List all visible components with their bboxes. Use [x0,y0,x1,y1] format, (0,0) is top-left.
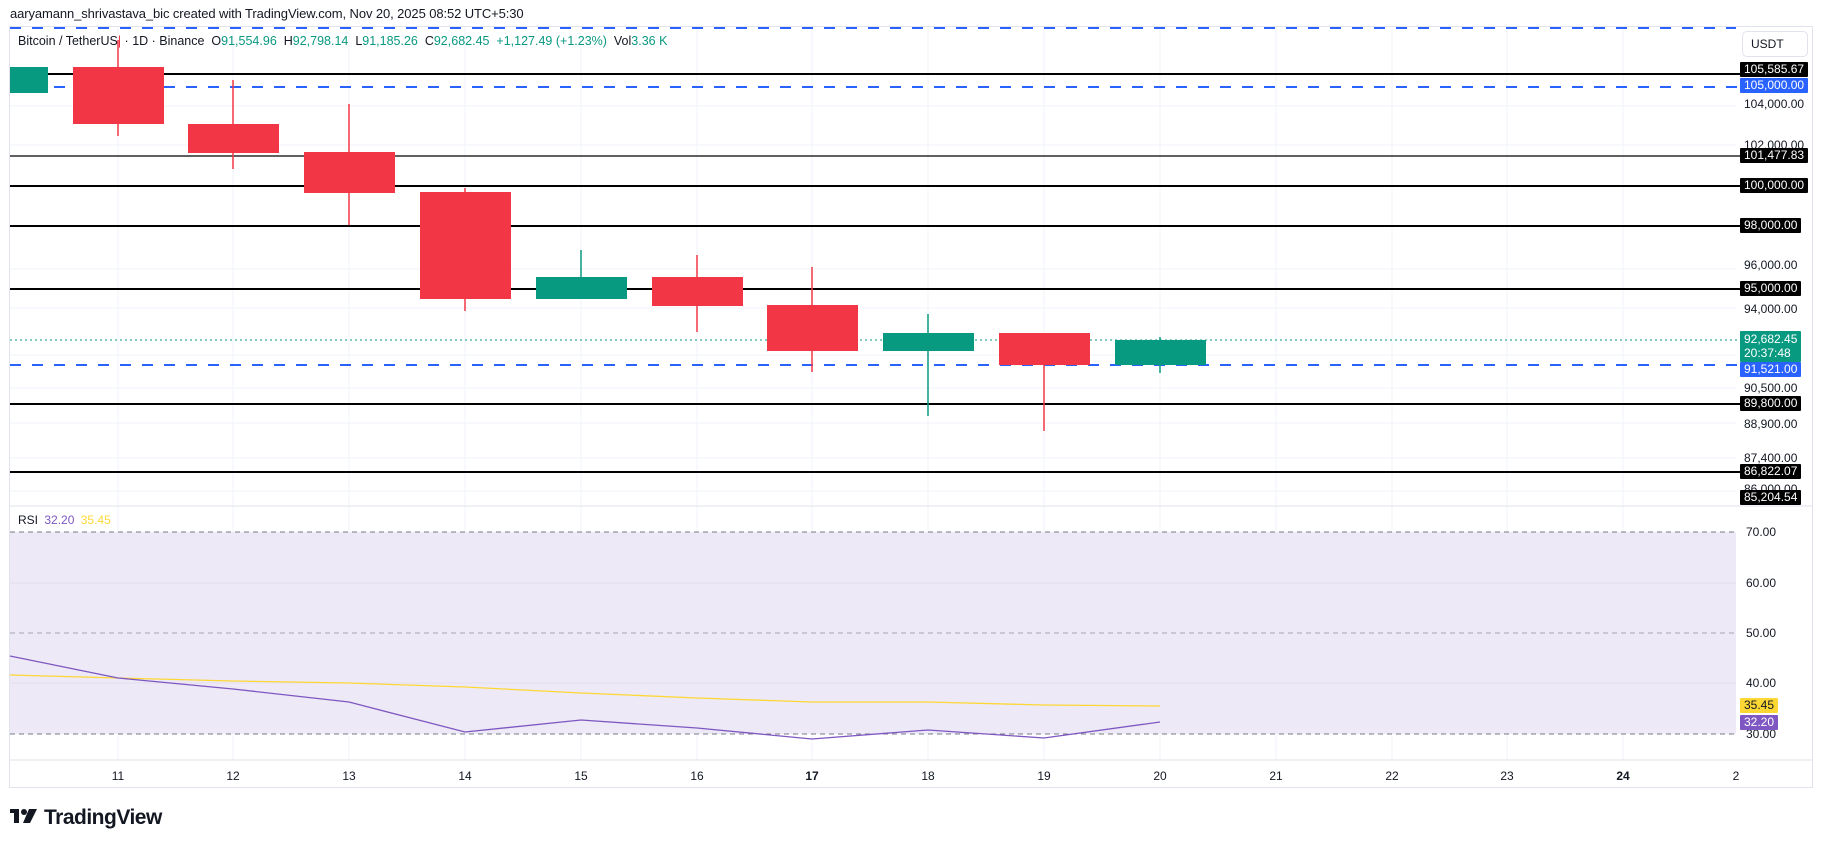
candle-14 [420,188,511,311]
price-axis-label: 104,000.00 [1744,97,1805,111]
rsi-ma-tag: 35.45 [1740,698,1779,713]
low-value: 91,185.26 [362,34,418,48]
candle-15 [536,250,627,299]
time-axis-label: 16 [690,769,704,783]
close-label: C [424,34,434,48]
candle-10 [10,67,48,93]
rsi-axis-label: 60.00 [1746,576,1777,590]
price-tag-105000: 105,000.00 [1740,78,1809,93]
candle-19 [999,333,1090,431]
time-axis-label: 12 [226,769,240,783]
time-axis-label: 20 [1153,769,1167,783]
rsi-legend[interactable]: RSI 32.20 35.45 [18,513,111,527]
price-tag-105585: 105,585.67 [1740,62,1809,77]
time-axis-label: 2 [1732,769,1740,783]
chart-frame [9,26,1813,788]
rsi-pane[interactable] [9,531,1736,740]
rsi-axis-label: 40.00 [1746,676,1777,690]
rsi-axis-label: 70.00 [1746,525,1777,539]
price-axis-label: 87,400.00 [1744,451,1798,465]
price-axis-label: 94,000.00 [1744,302,1798,316]
price-tag-98000: 98,000.00 [1740,218,1802,233]
candle-12 [188,80,279,169]
currency-button[interactable]: USDT [1742,31,1808,57]
brand-name: TradingView [44,806,162,829]
volume-label: Vol [613,34,632,48]
interval[interactable]: 1D [132,34,149,48]
last-price-tag: 92,682.45 20:37:48 [1740,331,1802,362]
price-axis-label: 90,500.00 [1744,381,1798,395]
high-label: H [283,34,293,48]
bar-countdown: 20:37:48 [1744,346,1791,360]
horizontal-grid [10,105,1736,492]
time-axis-label: 24 [1616,769,1630,783]
open-label: O [211,34,222,48]
tradingview-logo: TradingView [10,806,162,830]
close-value: 92,682.45 [433,34,490,48]
rsi-axis-label: 30.00 [1746,727,1777,741]
time-axis-label: 19 [1037,769,1051,783]
price-levels[interactable] [10,27,1740,473]
change-value: +1,127.49 (+1.23%) [496,34,607,48]
price-tag-86822: 86,822.07 [1740,464,1802,479]
price-tag-89800: 89,800.00 [1740,396,1802,411]
price-tag-101477: 101,477.83 [1740,148,1809,163]
rsi-axis-label: 50.00 [1746,626,1777,640]
time-axis-label: 18 [921,769,935,783]
low-label: L [355,34,363,48]
time-axis-label: 21 [1269,769,1283,783]
price-axis-label: 96,000.00 [1744,258,1798,272]
price-tag-95000: 95,000.00 [1740,281,1802,296]
open-value: 91,554.96 [221,34,277,48]
candle-17 [767,267,858,372]
last-price-value: 92,682.45 [1744,332,1798,346]
candle-11 [73,40,164,136]
time-axis-label: 13 [342,769,356,783]
time-axis-label: 22 [1385,769,1399,783]
symbol-legend: Bitcoin / TetherUS| · 1D · Binance O91,5… [18,34,668,48]
rsi-ma-value: 35.45 [80,513,111,527]
candle-16 [652,255,743,332]
price-axis-label: 88,900.00 [1744,417,1798,431]
candles[interactable] [10,40,1206,431]
time-axis-label: 23 [1500,769,1514,783]
candle-18 [883,314,974,416]
candle-20 [1115,337,1206,373]
rsi-label: RSI [18,513,39,527]
price-tag-100000: 100,000.00 [1740,178,1809,193]
candle-13 [304,104,395,225]
symbol-name[interactable]: Bitcoin / TetherUS [18,34,118,48]
rsi-value-tag: 32.20 [1740,715,1779,730]
rsi-value: 32.20 [44,513,75,527]
price-tag-91521: 91,521.00 [1740,362,1802,377]
chart-credit: aaryamann_shrivastava_bic created with T… [10,6,524,21]
time-axis-label: 15 [574,769,588,783]
volume-value: 3.36 K [631,34,668,48]
high-value: 92,798.14 [292,34,349,48]
time-axis-label: 14 [458,769,472,783]
time-axis-label: 11 [111,769,125,783]
rsi-ma-line [9,674,1161,707]
rsi-line [9,655,1161,740]
price-tag-85204: 85,204.54 [1740,490,1802,505]
tradingview-logo-icon [10,807,38,830]
exchange: Binance [159,34,205,48]
rsi-band-fill [10,532,1736,734]
time-axis-label: 17 [805,769,819,783]
